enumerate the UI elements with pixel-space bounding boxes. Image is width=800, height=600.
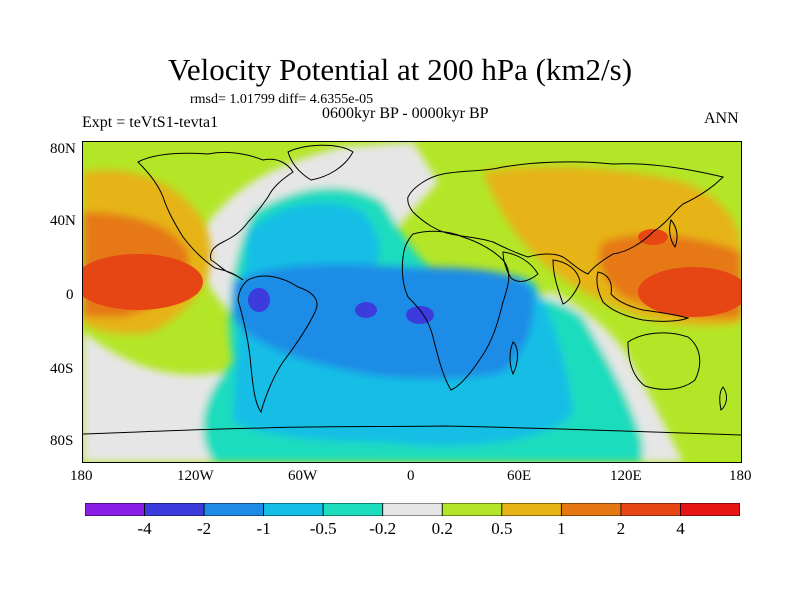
- coastline-greenland: [287, 144, 354, 181]
- coastline-africa: [401, 230, 510, 391]
- colorbar-swatch: [322, 503, 384, 516]
- colorbar-tick-label: 0.5: [491, 519, 513, 538]
- colorbar-tick-label: 2: [616, 519, 626, 538]
- coastline-madagascar: [509, 341, 518, 376]
- colorbar-swatch: [560, 503, 622, 516]
- lon-label: 180: [729, 468, 752, 484]
- colorbar-swatch: [263, 503, 324, 516]
- colorbar-tick-label: -2: [196, 519, 212, 538]
- field-darkblue-atlantic: [355, 302, 377, 318]
- colorbar-swatch: [85, 503, 145, 516]
- colorbar-tick-label: -1: [256, 519, 271, 538]
- coastline-antarctica: [83, 425, 741, 436]
- colorbar-tick-label: -0.2: [369, 519, 397, 538]
- colorbar-tick-label: -0.5: [309, 519, 337, 538]
- lon-label: 180: [70, 468, 93, 484]
- field-redorange-west-pacific: [638, 267, 741, 317]
- lat-label: 0: [66, 287, 74, 303]
- field-darkblue-peru: [248, 288, 270, 312]
- lon-label: 0: [407, 468, 415, 484]
- coastline-north-america: [137, 151, 294, 281]
- coastline-new-zealand: [719, 386, 727, 411]
- coastline-europe-asia: [407, 161, 724, 275]
- coastline-india: [552, 259, 581, 305]
- field-redorange-pacific: [83, 254, 203, 310]
- lat-label: 40N: [50, 213, 76, 229]
- colorbar-swatch: [501, 503, 562, 516]
- lat-label: 80S: [50, 433, 74, 449]
- colorbar-swatch: [203, 503, 265, 516]
- coastline-southeast-asia: [596, 271, 690, 322]
- lon-label: 60W: [288, 468, 318, 484]
- lon-label: 60E: [507, 468, 532, 484]
- colorbar-swatch: [441, 503, 503, 516]
- rmsd-diff-stats: rmsd= 1.01799 diff= 4.6355e-05: [190, 92, 374, 107]
- lon-label: 120W: [177, 468, 214, 484]
- colorbar: [85, 503, 740, 516]
- field-redorange-central-asia: [638, 229, 668, 245]
- colorbar-tick-label: -4: [137, 519, 152, 538]
- coastline-south-america: [237, 275, 318, 414]
- experiment-label: Expt = teVtS1-tevta1: [82, 114, 219, 131]
- colorbar-tick-label: 0.2: [431, 519, 453, 538]
- colorbar-swatch: [144, 503, 205, 516]
- field-darkblue-gulf-guinea: [406, 306, 434, 324]
- coastline-japan: [669, 218, 678, 249]
- lat-label: 80N: [50, 141, 76, 157]
- coastline-arabia: [502, 251, 539, 282]
- colorbar-swatch: [620, 503, 681, 516]
- coastline-australia: [627, 332, 701, 390]
- colorbar-tick-label: 1: [557, 519, 566, 538]
- season-label: ANN: [704, 110, 739, 127]
- colorbar-tick-label: 4: [676, 519, 685, 538]
- field-blue-negative: [233, 264, 534, 379]
- colorbar-swatch: [680, 503, 740, 516]
- chart-title: Velocity Potential at 200 hPa (km2/s): [167, 52, 633, 87]
- period-label: 0600kyr BP - 0000kyr BP: [322, 105, 489, 122]
- velocity-potential-map: [82, 141, 742, 463]
- colorbar-swatch: [382, 503, 443, 516]
- lon-label: 120E: [610, 468, 642, 484]
- lat-label: 40S: [50, 361, 74, 377]
